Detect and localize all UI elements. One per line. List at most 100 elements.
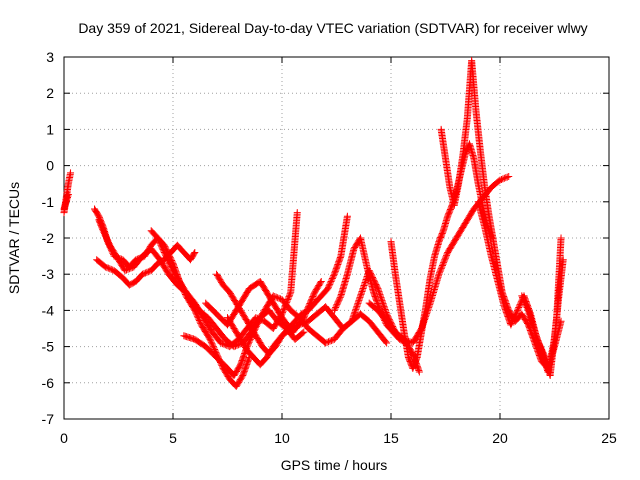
data-point bbox=[415, 367, 423, 375]
y-tick-label: -1 bbox=[42, 194, 55, 210]
data-point bbox=[107, 265, 115, 273]
data-point bbox=[124, 265, 132, 273]
data-point bbox=[324, 283, 332, 291]
data-point bbox=[352, 304, 360, 312]
data-point bbox=[330, 306, 338, 314]
data-point bbox=[104, 237, 112, 245]
data-point bbox=[353, 301, 361, 309]
data-point bbox=[325, 282, 333, 290]
data-point bbox=[255, 317, 263, 325]
y-axis-label: SDTVAR / TECUs bbox=[6, 182, 22, 294]
data-point bbox=[374, 286, 382, 294]
data-point bbox=[351, 307, 359, 315]
data-point bbox=[327, 337, 335, 345]
data-point bbox=[354, 298, 362, 306]
data-point bbox=[502, 174, 510, 182]
data-point bbox=[440, 259, 448, 267]
data-point bbox=[210, 344, 218, 352]
data-point bbox=[520, 296, 528, 304]
data-point bbox=[438, 262, 446, 270]
y-tick-label: -3 bbox=[42, 266, 55, 282]
data-point bbox=[104, 264, 112, 272]
data-point bbox=[207, 338, 215, 346]
data-point bbox=[559, 256, 567, 264]
y-tick-label: 0 bbox=[46, 158, 54, 174]
data-point bbox=[537, 345, 545, 353]
data-point bbox=[293, 209, 301, 217]
data-point bbox=[523, 304, 531, 312]
data-point bbox=[300, 328, 308, 336]
data-point bbox=[208, 340, 216, 348]
data-point bbox=[104, 238, 112, 246]
data-point bbox=[349, 314, 357, 322]
data-point bbox=[513, 308, 521, 316]
grid-lines bbox=[64, 57, 609, 419]
x-tick-label: 0 bbox=[60, 430, 68, 446]
data-point bbox=[246, 335, 254, 343]
data-point bbox=[382, 307, 390, 315]
data-point bbox=[101, 230, 109, 238]
data-point bbox=[160, 247, 168, 255]
data-point bbox=[352, 305, 360, 313]
data-point bbox=[350, 311, 358, 319]
data-point bbox=[362, 277, 370, 285]
data-point bbox=[155, 237, 163, 245]
data-point bbox=[247, 334, 255, 342]
data-point bbox=[154, 235, 162, 243]
data-point bbox=[373, 283, 381, 291]
data-point bbox=[508, 318, 516, 326]
data-point bbox=[103, 235, 111, 243]
data-point bbox=[524, 305, 532, 313]
data-point bbox=[519, 295, 527, 303]
data-point bbox=[515, 304, 523, 312]
data-point bbox=[331, 305, 339, 313]
data-point bbox=[436, 269, 444, 277]
data-point bbox=[357, 290, 365, 298]
data-point bbox=[358, 289, 366, 297]
data-point bbox=[100, 228, 108, 236]
data-point bbox=[230, 343, 238, 351]
x-tick-label: 5 bbox=[169, 430, 177, 446]
data-point bbox=[438, 263, 446, 271]
data-point bbox=[333, 301, 341, 309]
data-point bbox=[286, 291, 294, 299]
data-point bbox=[343, 212, 351, 220]
x-tick-label: 15 bbox=[383, 430, 399, 446]
data-point bbox=[332, 302, 340, 310]
x-axis-label: GPS time / hours bbox=[281, 457, 388, 473]
axis-ticks bbox=[63, 56, 610, 420]
y-tick-label: -7 bbox=[42, 411, 55, 427]
data-point bbox=[196, 318, 204, 326]
data-point bbox=[329, 273, 337, 281]
data-point bbox=[443, 251, 451, 259]
data-point bbox=[375, 289, 383, 297]
data-point bbox=[326, 337, 334, 345]
data-point bbox=[507, 321, 515, 329]
data-point bbox=[518, 293, 526, 301]
data-point bbox=[101, 231, 109, 239]
data-point bbox=[351, 308, 359, 316]
data-point bbox=[140, 270, 148, 278]
data-point bbox=[253, 321, 261, 329]
data-point bbox=[103, 234, 111, 242]
data-point bbox=[511, 311, 519, 319]
data-point bbox=[362, 276, 370, 284]
data-point bbox=[275, 294, 283, 302]
data-point bbox=[510, 314, 518, 322]
data-point bbox=[515, 302, 523, 310]
data-point bbox=[360, 283, 368, 291]
data-point bbox=[156, 238, 164, 246]
data-point bbox=[233, 341, 241, 349]
data-point bbox=[323, 338, 331, 346]
data-points bbox=[60, 57, 567, 390]
data-point bbox=[348, 316, 356, 324]
data-point bbox=[144, 268, 152, 276]
chart-title: Day 359 of 2021, Sidereal Day-to-day VTE… bbox=[78, 20, 587, 36]
data-point bbox=[326, 280, 334, 288]
data-point bbox=[358, 287, 366, 295]
data-point bbox=[252, 322, 260, 330]
data-point bbox=[415, 368, 423, 376]
data-point bbox=[375, 288, 383, 296]
data-point bbox=[437, 264, 445, 272]
